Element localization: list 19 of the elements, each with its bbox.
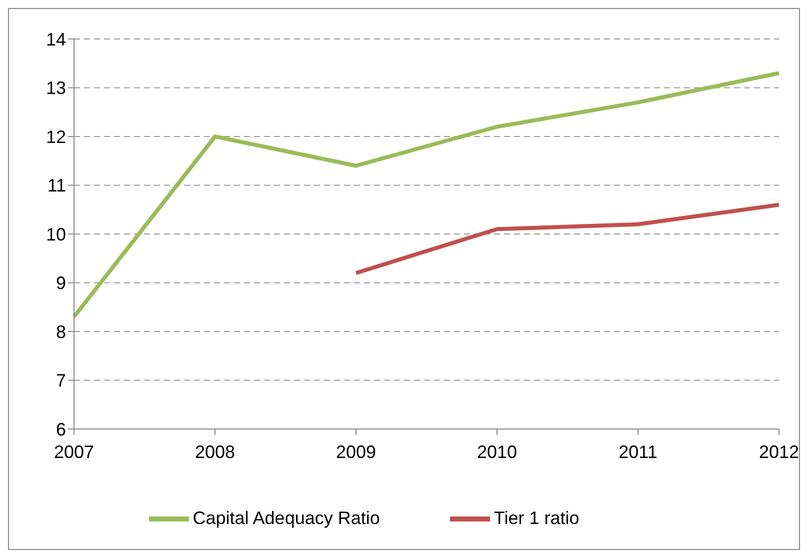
x-tick-label: 2010 — [476, 442, 518, 462]
x-tick-label: 2007 — [54, 442, 94, 462]
y-tick-label: 9 — [56, 273, 66, 294]
y-tick-label: 8 — [56, 322, 66, 342]
y-tick-label: 11 — [47, 176, 66, 196]
y-tick-label: 7 — [56, 370, 66, 391]
x-tick-label: 2011 — [618, 442, 658, 462]
y-tick-label: 6 — [56, 419, 66, 440]
x-tick-label: 2012 — [758, 442, 800, 462]
x-tick-label: 2009 — [336, 442, 376, 462]
y-tick-label: 12 — [46, 126, 66, 147]
y-tick-label: 14 — [46, 29, 66, 50]
line-series — [72, 71, 781, 319]
legend-label: Capital Adequacy Ratio — [192, 508, 380, 528]
legend-label: Tier 1 ratio — [494, 508, 580, 528]
y-tick-label: 13 — [46, 78, 66, 98]
y-tick-label: 10 — [46, 224, 66, 244]
x-tick-label: 2008 — [194, 442, 236, 462]
line-series — [354, 202, 781, 275]
